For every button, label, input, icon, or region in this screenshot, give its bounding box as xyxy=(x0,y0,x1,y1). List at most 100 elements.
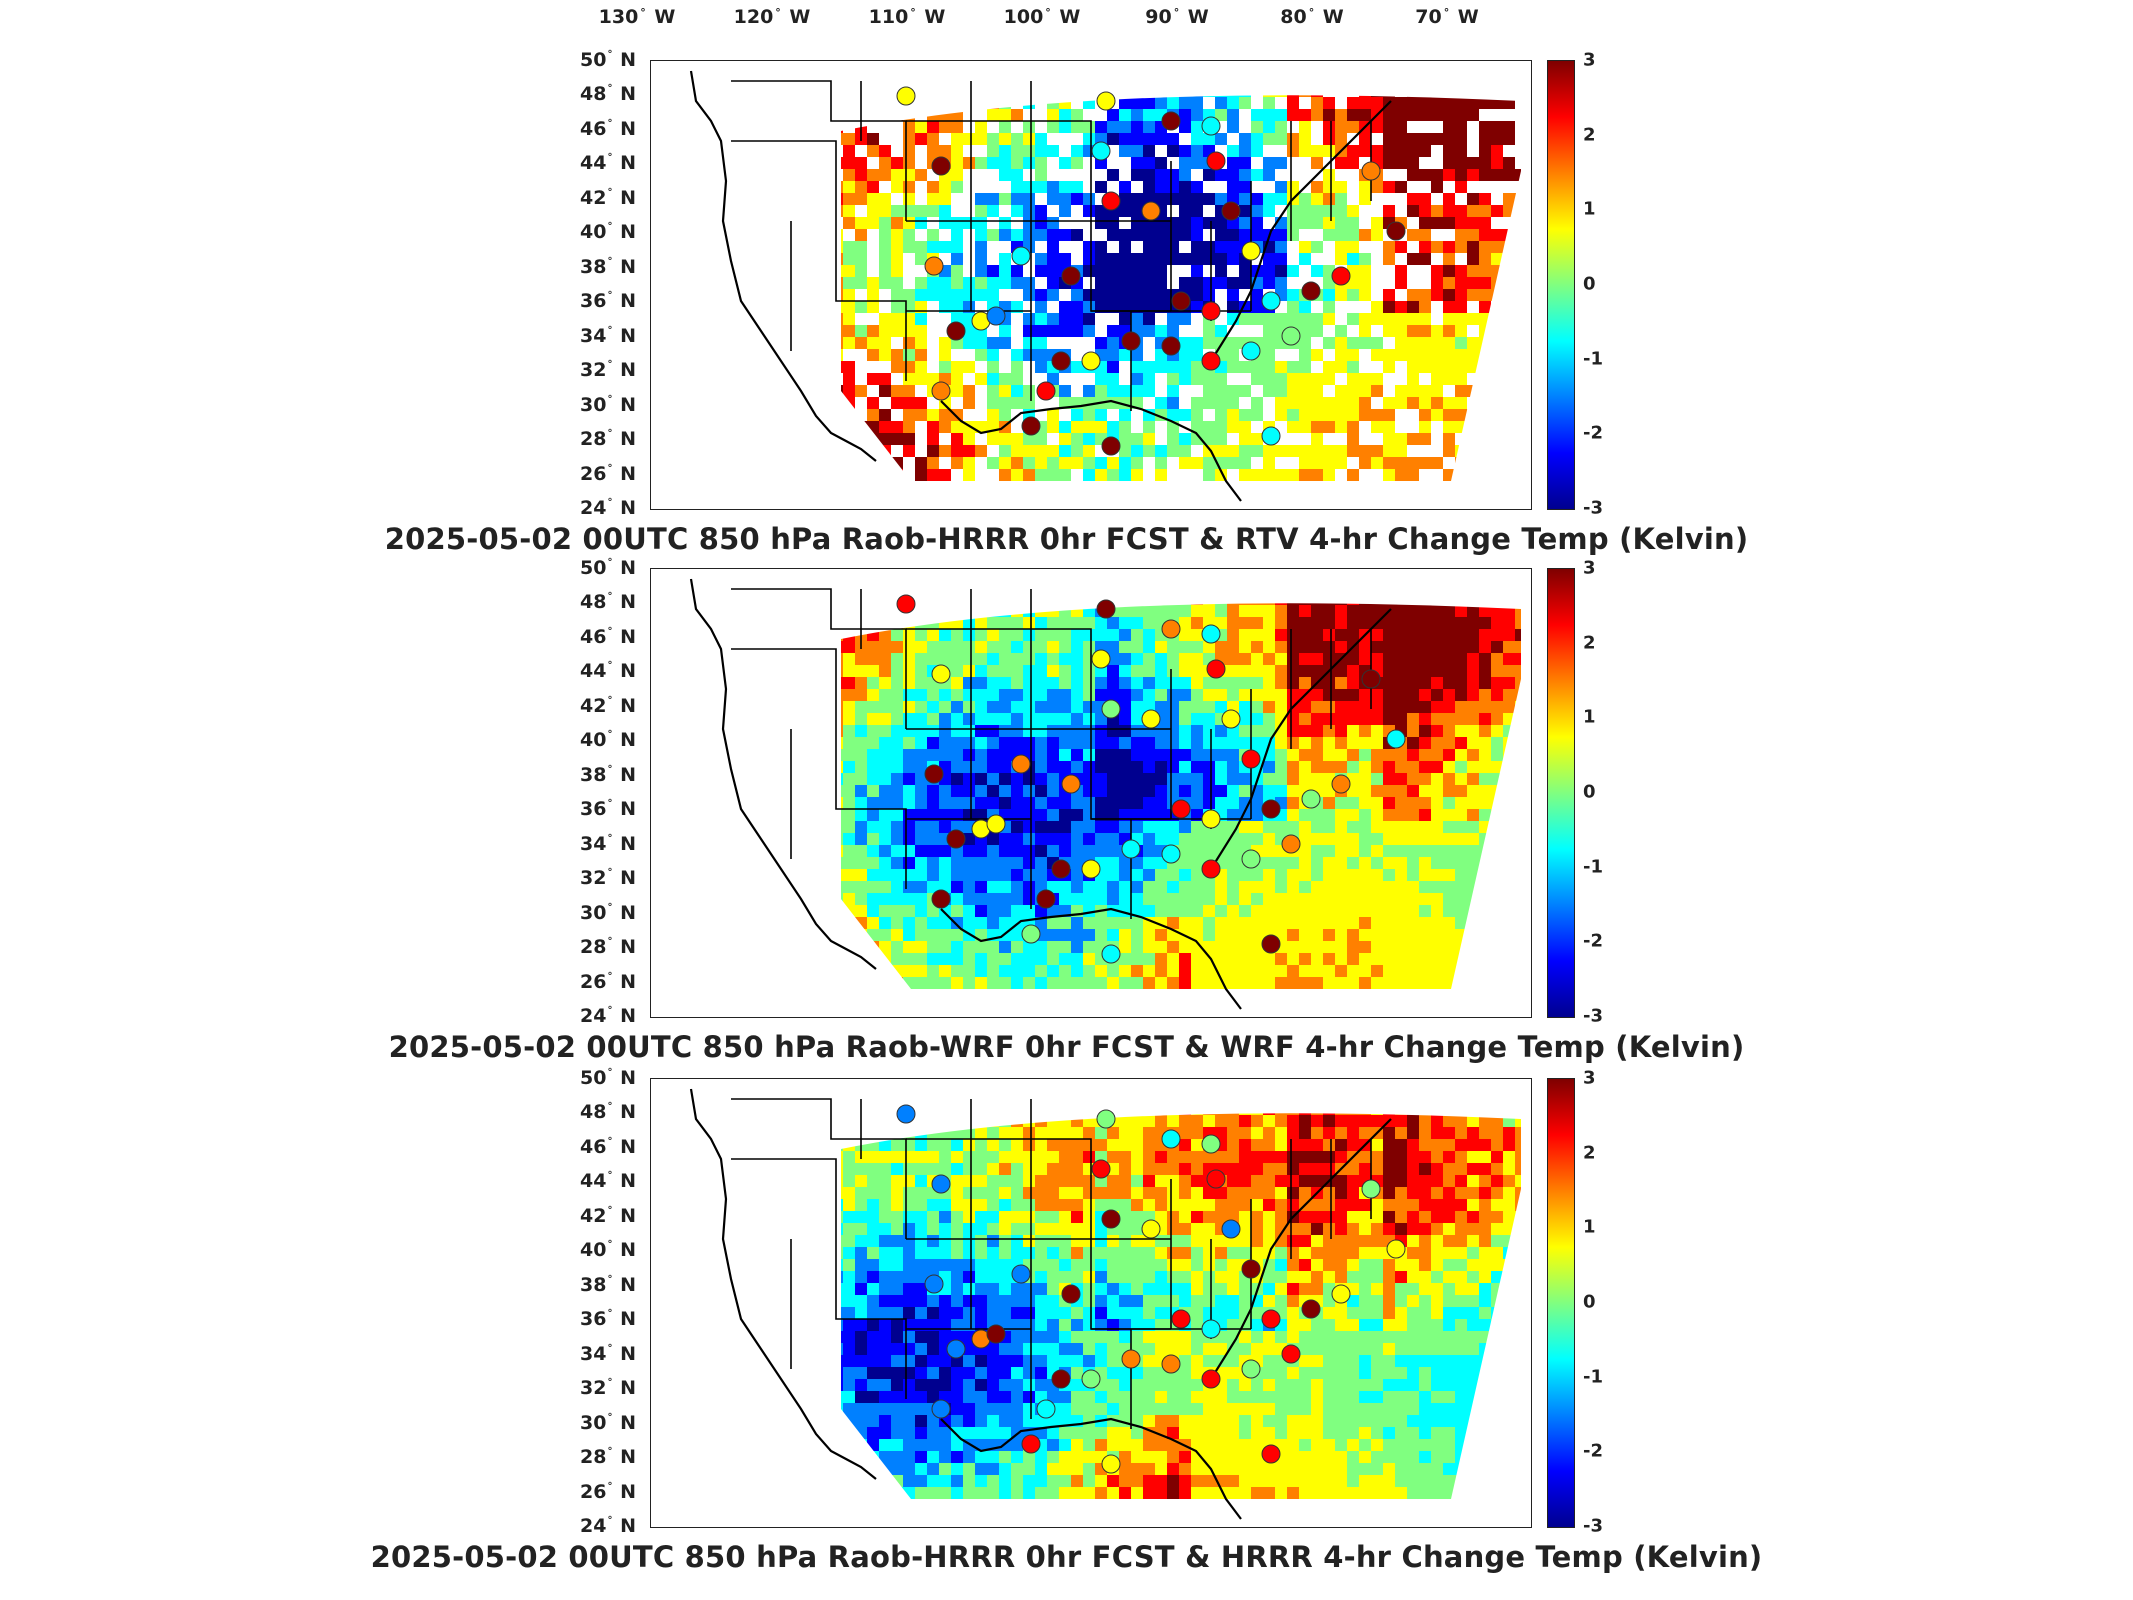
raob-station-marker xyxy=(1241,241,1261,261)
field-cell xyxy=(1467,1079,1479,1091)
field-cell xyxy=(879,977,891,989)
field-cell xyxy=(1383,205,1395,217)
field-cell xyxy=(1407,953,1419,965)
field-cell xyxy=(1455,289,1467,301)
field-cell xyxy=(1059,893,1071,905)
field-cell xyxy=(1191,1091,1203,1103)
field-cell xyxy=(1251,1001,1263,1013)
field-cell xyxy=(975,1079,987,1091)
field-cell xyxy=(1083,325,1095,337)
field-cell xyxy=(951,929,963,941)
field-cell xyxy=(1347,629,1359,641)
field-cell xyxy=(1467,1247,1479,1259)
field-cell xyxy=(843,1079,855,1091)
field-cell xyxy=(1287,773,1299,785)
field-cell xyxy=(1431,1013,1443,1017)
field-cell xyxy=(1335,157,1347,169)
field-cell xyxy=(1047,1115,1059,1127)
field-cell xyxy=(1047,581,1059,593)
field-cell xyxy=(1023,833,1035,845)
field-cell xyxy=(1347,61,1359,73)
field-cell xyxy=(1323,977,1335,989)
field-cell xyxy=(927,1223,939,1235)
field-cell xyxy=(1191,785,1203,797)
field-cell xyxy=(963,1151,975,1163)
field-cell xyxy=(1155,989,1167,990)
field-cell xyxy=(963,629,975,641)
field-cell xyxy=(1071,1001,1083,1013)
field-cell xyxy=(915,977,927,989)
field-cell xyxy=(1011,169,1023,181)
field-cell xyxy=(1131,1079,1143,1091)
field-cell xyxy=(1227,385,1239,397)
field-cell xyxy=(1107,169,1119,181)
field-cell xyxy=(1479,1163,1491,1175)
field-cell xyxy=(1083,1235,1095,1247)
field-cell xyxy=(1299,409,1311,421)
field-cell xyxy=(1467,965,1479,977)
field-cell xyxy=(1347,785,1359,797)
field-cell xyxy=(927,689,939,701)
field-cell xyxy=(1395,809,1407,821)
field-cell xyxy=(1071,725,1083,737)
field-cell xyxy=(879,1247,891,1259)
field-cell xyxy=(1203,749,1215,761)
field-cell xyxy=(1359,569,1371,581)
field-cell xyxy=(843,881,855,893)
field-cell xyxy=(1143,1013,1155,1017)
field-cell xyxy=(1467,989,1479,990)
field-cell xyxy=(855,917,867,929)
field-cell xyxy=(879,1187,891,1199)
field-cell xyxy=(927,1139,939,1151)
raob-station-marker xyxy=(1081,351,1101,371)
field-cell xyxy=(855,713,867,725)
field-cell xyxy=(963,677,975,689)
field-cell xyxy=(915,641,927,653)
field-cell xyxy=(841,109,843,121)
field-cell xyxy=(879,241,891,253)
field-cell xyxy=(915,277,927,289)
field-cell xyxy=(1191,929,1203,941)
field-cell xyxy=(1395,133,1407,145)
field-cell xyxy=(1095,121,1107,133)
field-cell xyxy=(1479,61,1491,73)
field-cell xyxy=(915,73,927,85)
field-cell xyxy=(999,677,1011,689)
field-cell xyxy=(1515,965,1521,977)
field-cell xyxy=(951,1139,963,1151)
field-cell xyxy=(1095,1247,1107,1259)
field-cell xyxy=(1215,1115,1227,1127)
field-cell xyxy=(1299,1259,1311,1271)
field-cell xyxy=(1083,253,1095,265)
field-cell xyxy=(975,905,987,917)
field-cell xyxy=(841,313,843,325)
field-cell xyxy=(999,641,1011,653)
field-cell xyxy=(855,469,867,481)
field-cell xyxy=(1227,629,1239,641)
field-cell xyxy=(1443,241,1455,253)
field-cell xyxy=(1107,761,1119,773)
field-cell xyxy=(1047,605,1059,617)
field-cell xyxy=(951,169,963,181)
field-cell xyxy=(1191,797,1203,809)
field-cell xyxy=(1491,1259,1503,1271)
field-cell xyxy=(1167,133,1179,145)
field-cell xyxy=(1011,1163,1023,1175)
field-cell xyxy=(1263,1091,1275,1103)
field-cell xyxy=(1455,1113,1467,1115)
field-cell xyxy=(1455,325,1467,337)
field-cell xyxy=(1191,241,1203,253)
field-cell xyxy=(1227,845,1239,857)
field-cell xyxy=(1107,917,1119,929)
field-cell xyxy=(1491,1175,1503,1187)
field-cell xyxy=(1455,1079,1467,1091)
field-cell xyxy=(1455,845,1467,857)
field-cell xyxy=(939,809,951,821)
field-cell xyxy=(903,977,915,989)
field-cell xyxy=(903,1175,915,1187)
field-cell xyxy=(1011,785,1023,797)
field-cell xyxy=(1299,1247,1311,1259)
field-cell xyxy=(963,481,975,482)
field-cell xyxy=(1191,1163,1203,1175)
field-cell xyxy=(915,313,927,325)
